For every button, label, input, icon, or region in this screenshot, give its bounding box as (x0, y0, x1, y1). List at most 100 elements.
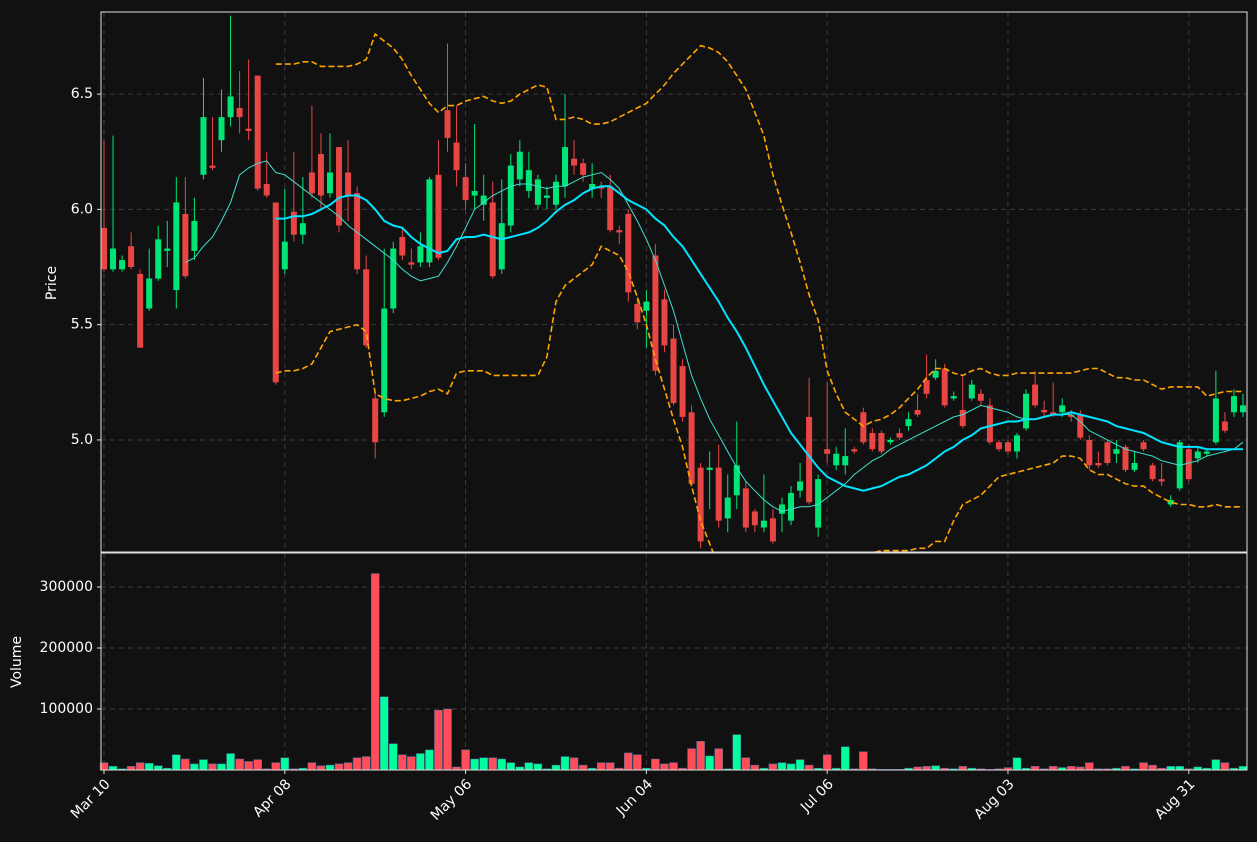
x-tick-label: May 06 (428, 776, 476, 824)
candle-body (797, 481, 804, 491)
volume-bar (859, 751, 868, 771)
candle-body (426, 179, 433, 263)
volume-bar (696, 741, 705, 771)
volume-bar (1030, 766, 1040, 771)
candle-body (815, 479, 822, 528)
candle-body (1131, 462, 1138, 470)
volume-bar (777, 762, 787, 771)
volume-bar (199, 759, 208, 771)
candle-body (534, 179, 541, 205)
volume-bar (705, 755, 714, 771)
candle-body (525, 170, 532, 191)
candles (101, 15, 1246, 549)
candle-body (471, 190, 478, 196)
candle-body (552, 181, 559, 205)
y-tick-label: 6.5 (71, 86, 93, 102)
candle-body (851, 449, 858, 452)
candle-body (299, 223, 306, 235)
candle-body (444, 110, 451, 138)
candle-body (1004, 442, 1011, 452)
volume-bar (741, 757, 751, 771)
candle-body (372, 398, 379, 443)
volume-bar (398, 754, 407, 771)
candle-body (706, 467, 713, 470)
candle-body (182, 213, 189, 277)
candle-body (507, 165, 514, 226)
volume-bars (99, 573, 1248, 771)
volume-bar (443, 708, 452, 771)
volume-bar (370, 573, 380, 771)
candle-body (1023, 393, 1030, 429)
volume-bar (379, 696, 389, 771)
volume-bar (497, 758, 506, 771)
volume-bar (633, 754, 642, 771)
volume-bar (506, 762, 516, 771)
candle-body (878, 433, 885, 452)
volume-bar (750, 764, 760, 771)
x-tick-label: Apr 08 (250, 776, 294, 820)
candle-body (616, 230, 623, 233)
candle-body (435, 174, 442, 258)
volume-bar (596, 762, 606, 771)
candle-body (923, 379, 930, 394)
candle-body (914, 409, 921, 415)
candle-body (1077, 414, 1084, 438)
volume-bar (434, 709, 443, 771)
volume-bar (280, 757, 290, 771)
overlay-line (275, 185, 1243, 492)
volume-axis-label: Volume (9, 636, 25, 688)
volume-bar (479, 757, 488, 771)
candle-body (453, 142, 460, 171)
candle-body (688, 412, 695, 484)
candle-body (959, 409, 966, 427)
y-tick-label: 6.0 (71, 201, 93, 217)
candle-body (173, 202, 180, 291)
x-tick-label: Aug 03 (971, 776, 1017, 822)
volume-bar (714, 748, 723, 771)
volume-bar (253, 759, 262, 771)
candle-body (1041, 409, 1048, 413)
candle-body (498, 223, 505, 270)
tick-labels: 5.0 5.5 6.0 6.5 100000 200000 300000 Mar 10 Apr … (40, 86, 1199, 824)
candle-body (290, 211, 297, 235)
y-tick-label: 5.5 (71, 317, 93, 333)
candle-body (643, 301, 650, 311)
volume-bar (551, 764, 561, 771)
candle-body (580, 163, 587, 175)
candle-body (1095, 462, 1102, 466)
candle-body (236, 107, 243, 118)
candle-body (1032, 384, 1039, 406)
candle-body (634, 303, 641, 323)
volume-bar (560, 756, 570, 771)
volume-bar (226, 753, 235, 771)
y-tick-label: 5.0 (71, 432, 93, 448)
candle-body (489, 202, 496, 277)
candle-body (607, 186, 614, 231)
candle-body (1122, 446, 1129, 470)
x-tick-label: Mar 10 (68, 776, 114, 822)
x-tick-label: Jun 04 (613, 776, 656, 819)
candle-body (986, 405, 993, 443)
candle-body (227, 96, 234, 118)
candle-body (824, 449, 831, 454)
candle-body (345, 172, 352, 196)
candle-body (724, 497, 731, 519)
candle-body (670, 338, 677, 404)
volume-bar (416, 753, 425, 771)
candle-body (326, 172, 333, 194)
volume-bar (407, 756, 416, 771)
candle-body (995, 442, 1002, 450)
volume-tick-label: 200000 (40, 640, 93, 656)
candle-body (155, 239, 162, 279)
candle-body (263, 184, 270, 196)
candle-body (941, 368, 948, 406)
volume-bar (669, 762, 678, 771)
candle-body (209, 165, 216, 168)
overlay-line (275, 32, 1243, 428)
volume-bar (605, 762, 615, 771)
candle-body (950, 396, 957, 399)
candle-body (571, 158, 578, 166)
candle-body (1230, 396, 1237, 413)
